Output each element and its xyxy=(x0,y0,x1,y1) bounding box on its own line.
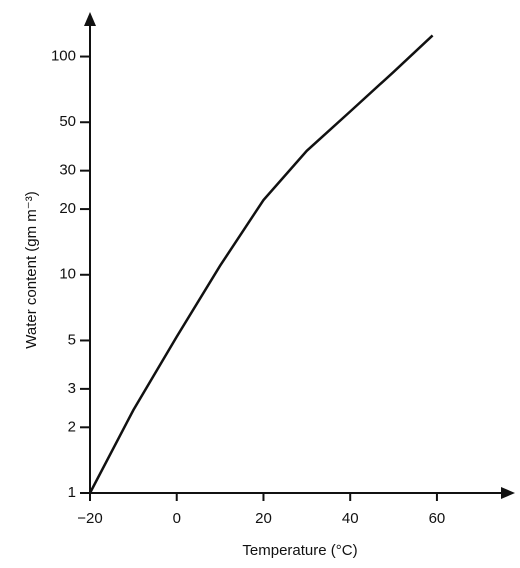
y-tick-label: 30 xyxy=(59,162,76,179)
y-axis-arrow xyxy=(84,12,96,26)
x-axis-label: Temperature (°C) xyxy=(242,542,357,559)
y-tick-label: 2 xyxy=(68,418,76,435)
y-tick-label: 100 xyxy=(51,48,76,65)
curve xyxy=(88,34,434,494)
y-axis-label: Water content (gm m⁻³) xyxy=(23,191,40,348)
y-tick-label: 5 xyxy=(68,331,76,348)
x-tick-label: −20 xyxy=(77,510,102,527)
y-tick-label: 50 xyxy=(59,113,76,130)
y-tick-label: 20 xyxy=(59,200,76,217)
x-tick-label: 20 xyxy=(255,510,272,527)
x-tick-label: 40 xyxy=(342,510,359,527)
x-axis-arrow xyxy=(501,487,515,499)
x-tick-label: 60 xyxy=(429,510,446,527)
y-tick-label: 10 xyxy=(59,266,76,283)
y-tick-label: 3 xyxy=(68,380,76,397)
y-tick-label: 1 xyxy=(68,484,76,501)
x-tick-label: 0 xyxy=(173,510,181,527)
